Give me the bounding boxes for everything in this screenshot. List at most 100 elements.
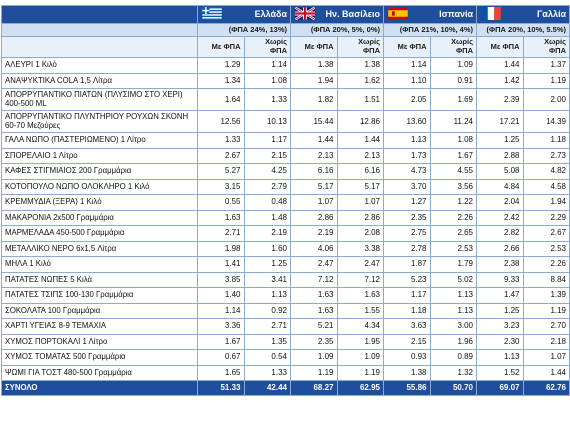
price-cell: 1.07 [290, 194, 338, 211]
price-cell: 12.56 [197, 110, 245, 133]
price-cell: 1.44 [290, 132, 338, 149]
price-cell: 1.42 [476, 72, 524, 89]
product-name: ΠΑΤΑΤΕΣ ΝΩΠΕΣ 5 Κιλά [1, 271, 198, 288]
price-cell: 1.47 [476, 287, 524, 304]
price-cell: 2.65 [429, 225, 478, 242]
price-cell: 1.37 [522, 57, 570, 74]
table-row: ΚΟΤΟΠΟΥΛΟ ΝΩΠΟ ΟΛΟΚΛΗΡΟ 1 Κιλό 3.15 2.79 5.… [1, 178, 570, 195]
price-cell: 2.71 [243, 318, 291, 335]
vat-header-row: (ΦΠΑ 24%, 13%) (ΦΠΑ 20%, 5%, 0%) (ΦΠΑ 21… [1, 23, 570, 37]
price-cell: 5.17 [290, 178, 338, 195]
price-cell: 0.91 [429, 72, 478, 89]
price-cell: 1.63 [336, 287, 385, 304]
price-cell: 1.13 [476, 349, 524, 366]
product-name: ΜΕΤΑΛΛΙΚΟ ΝΕΡΟ 6x1,5 Λίτρα [1, 240, 198, 257]
spain-flag-icon [388, 7, 408, 20]
price-cell: 0.92 [243, 302, 291, 319]
total-label: ΣΥΝΟΛΟ [1, 380, 198, 396]
table-row: ΜΗΛΑ 1 Κιλό 1.41 1.25 2.47 2.47 1.87 1.79 2.38 2… [1, 256, 570, 273]
price-cell: 14.39 [522, 110, 570, 133]
price-cell: 1.98 [197, 240, 245, 257]
price-cell: 17.21 [476, 110, 524, 133]
product-name: ΑΠΟΡΡΥΠΑΝΤΙΚΟ ΠΛΥΝΤΗΡΙΟΥ ΡΟΥΧΩΝ ΣΚΟΝΗ 60… [1, 110, 198, 133]
price-cell: 1.67 [429, 147, 478, 164]
price-cell: 1.25 [476, 302, 524, 319]
price-cell: 2.19 [243, 225, 291, 242]
price-cell: 3.36 [197, 318, 245, 335]
subheader-row: Με ΦΠΑ Χωρίς ΦΠΑ Με ΦΠΑ Χωρίς ΦΠΑ Με ΦΠΑ… [1, 36, 570, 58]
price-cell: 2.70 [522, 318, 570, 335]
product-name: ΧΥΜΟΣ ΠΟΡΤΟΚΑΛΙ 1 Λίτρο [1, 333, 198, 350]
price-cell: 1.40 [197, 287, 245, 304]
price-cell: 3.38 [336, 240, 385, 257]
price-cell: 7.12 [290, 271, 338, 288]
price-cell: 7.12 [336, 271, 385, 288]
price-cell: 1.63 [197, 209, 245, 226]
price-cell: 2.19 [290, 225, 338, 242]
table-row: ΚΡΕΜΜΥΔΙΑ (ΞΕΡΑ) 1 Κιλό 0.55 0.48 1.07 1.07 1… [1, 194, 570, 211]
country-name: Ην. Βασίλειο [325, 9, 381, 19]
price-cell: 4.06 [290, 240, 338, 257]
total-cell: 50.70 [429, 380, 478, 396]
price-cell: 1.29 [197, 57, 245, 74]
price-cell: 1.13 [383, 132, 431, 149]
price-cell: 2.13 [290, 147, 338, 164]
price-cell: 2.15 [243, 147, 291, 164]
price-cell: 4.25 [243, 163, 291, 180]
header-corner [1, 5, 198, 24]
price-cell: 4.84 [476, 178, 524, 195]
price-cell: 1.63 [290, 302, 338, 319]
product-name: ΑΝΑΨΥΚΤΙΚΑ COLA 1,5 Λίτρα [1, 72, 198, 89]
price-cell: 15.44 [290, 110, 338, 133]
price-cell: 1.17 [383, 287, 431, 304]
price-cell: 2.86 [290, 209, 338, 226]
product-name: ΨΩΜΙ ΓΙΑ ΤΟΣΤ 480-500 Γραμμάρια [1, 364, 198, 381]
price-cell: 4.55 [429, 163, 478, 180]
price-cell: 1.13 [243, 287, 291, 304]
price-cell: 1.22 [429, 194, 478, 211]
price-cell: 1.39 [522, 287, 570, 304]
vat-rate-france: (ΦΠΑ 20%, 10%, 5.5%) [476, 23, 570, 37]
price-cell: 4.73 [383, 163, 431, 180]
price-cell: 1.14 [197, 302, 245, 319]
price-cell: 1.65 [197, 364, 245, 381]
price-cell: 2.47 [290, 256, 338, 273]
price-cell: 1.51 [336, 88, 385, 111]
table-row: ΚΑΦΕΣ ΣΤΙΓΜΙΑΙΟΣ 200 Γραμμάρια 5.27 4.25 6.… [1, 163, 570, 180]
with-vat-header: Με ΦΠΑ [197, 36, 245, 58]
with-vat-header: Με ΦΠΑ [476, 36, 524, 58]
price-cell: 13.60 [383, 110, 431, 133]
price-cell: 2.67 [522, 225, 570, 242]
table-row: ΣΠΟΡΕΛΑΙΟ 1 Λίτρο 2.67 2.15 2.13 2.13 1.73 1.6… [1, 147, 570, 164]
price-cell: 1.67 [197, 333, 245, 350]
table-row: ΨΩΜΙ ΓΙΑ ΤΟΣΤ 480-500 Γραμμάρια 1.65 1.33 1… [1, 364, 570, 381]
price-cell: 5.27 [197, 163, 245, 180]
price-cell: 2.53 [522, 240, 570, 257]
price-cell: 3.00 [429, 318, 478, 335]
price-cell: 1.09 [290, 349, 338, 366]
price-cell: 1.55 [336, 302, 385, 319]
country-header-greece: Ελλάδα [197, 5, 291, 24]
price-cell: 2.66 [476, 240, 524, 257]
price-cell: 1.07 [336, 194, 385, 211]
price-cell: 3.56 [429, 178, 478, 195]
vat-rate-uk: (ΦΠΑ 20%, 5%, 0%) [289, 23, 385, 37]
top-strip [0, 0, 570, 5]
price-cell: 12.86 [336, 110, 385, 133]
price-cell: 1.94 [522, 194, 570, 211]
price-cell: 2.26 [429, 209, 478, 226]
price-cell: 0.93 [383, 349, 431, 366]
price-cell: 1.69 [429, 88, 478, 111]
price-cell: 1.18 [383, 302, 431, 319]
without-vat-header: Χωρίς ΦΠΑ [243, 36, 291, 58]
france-flag-icon [481, 7, 501, 20]
total-row: ΣΥΝΟΛΟ 51.33 42.44 68.27 62.95 55.86 50.70 69.0… [1, 380, 570, 396]
price-cell: 2.88 [476, 147, 524, 164]
product-name: ΣΠΟΡΕΛΑΙΟ 1 Λίτρο [1, 147, 198, 164]
table-row: ΑΛΕΥΡΙ 1 Κιλό 1.29 1.14 1.38 1.38 1.14 1.09 1.4… [1, 57, 570, 74]
price-cell: 2.73 [522, 147, 570, 164]
price-cell: 5.17 [336, 178, 385, 195]
price-cell: 1.19 [290, 364, 338, 381]
price-cell: 3.15 [197, 178, 245, 195]
price-cell: 1.35 [243, 333, 291, 350]
